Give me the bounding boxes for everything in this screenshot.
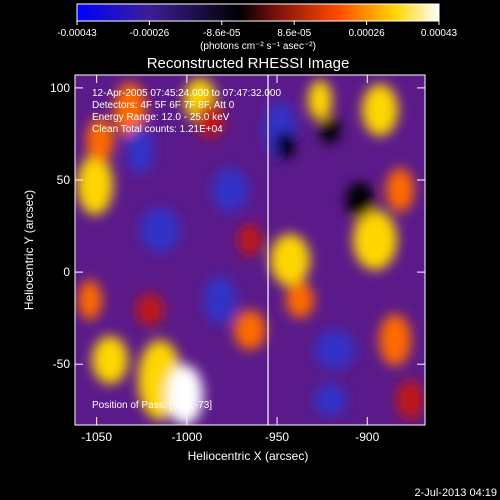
x-axis-label: Heliocentric X (arcsec) <box>188 449 309 463</box>
heatmap-blob <box>234 310 266 350</box>
heatmap-blob <box>212 168 248 212</box>
colorbar-tick-label: 8.6e-05 <box>277 28 311 39</box>
heatmap-blob <box>196 102 224 138</box>
annotation-line: Clean Total counts: 1.21E+04 <box>92 124 223 135</box>
chart-title: Reconstructed RHESSI Image <box>147 55 350 72</box>
y-axis-label: Heliocentric Y (arcsec) <box>22 190 36 310</box>
x-tick-label: -1000 <box>172 430 203 444</box>
heatmap-blob <box>136 294 164 326</box>
heatmap-blob <box>315 330 355 370</box>
heatmap-blob <box>362 84 398 136</box>
y-axis-ticks: -50 0 50 100 <box>50 81 425 371</box>
heatmap-blob <box>77 155 113 215</box>
heatmap-blob <box>320 116 340 144</box>
heatmap-blob <box>346 182 374 218</box>
plot-frame <box>74 74 426 426</box>
colorbar-tick-label: -0.00043 <box>57 28 97 39</box>
heatmap-blob <box>238 224 262 256</box>
annotation-line: Detectors: 4F 5F 6F 7F 8F, Att 0 <box>92 100 235 111</box>
colorbar-tick-label: 0.00026 <box>349 28 386 39</box>
x-tick-label: -950 <box>265 430 289 444</box>
heatmap-blob <box>86 118 114 162</box>
annotation-line: Energy Range: 12.0 - 25.0 keV <box>92 112 230 123</box>
annotation-line: 12-Apr-2005 07:45:24.000 to 07:47:32.000 <box>92 88 281 99</box>
heatmap-blob <box>286 282 314 318</box>
heatmap-blob <box>353 210 397 270</box>
heatmap-blob <box>275 131 295 159</box>
heatmap-blob <box>114 82 146 138</box>
x-axis-ticks: -1050 -1000 -950 -900 <box>81 75 380 444</box>
x-tick-label: -1050 <box>81 430 112 444</box>
colorbar-tick-label: 0.00043 <box>421 28 458 39</box>
heatmap-blob <box>270 234 310 286</box>
heatmap-blob <box>396 380 424 420</box>
y-tick-label: 0 <box>63 265 70 279</box>
heatmap-blob <box>92 336 128 384</box>
colorbar-tick-label: -8.6e-05 <box>203 28 241 39</box>
colorbar-tick-label: -0.00026 <box>130 28 170 39</box>
position-label: Position of Pass: [-994,-73] <box>92 400 212 411</box>
heatmap <box>75 75 425 425</box>
heatmap-blob <box>386 168 414 212</box>
heatmap-blob <box>379 314 411 366</box>
heatmap-blob <box>314 384 346 416</box>
heatmap-blob <box>308 80 332 120</box>
heatmap-blob <box>140 208 180 252</box>
heatmap-blob <box>78 280 102 320</box>
colorbar-ticks: -0.00043 -0.00026 -8.6e-05 8.6e-05 0.00026 0.… <box>57 21 458 39</box>
y-tick-label: 100 <box>50 81 70 95</box>
colorbar-units: (photons cm⁻² s⁻¹ asec⁻²) <box>200 41 316 52</box>
y-tick-label: 50 <box>57 173 71 187</box>
x-tick-label: -900 <box>355 430 379 444</box>
y-tick-label: -50 <box>53 357 71 371</box>
heatmap-blob <box>126 126 154 174</box>
colorbar <box>76 3 440 22</box>
heatmap-blob <box>204 276 236 324</box>
footer-date: 2-Jul-2013 04:19 <box>414 487 497 499</box>
heatmap-blob <box>167 365 203 425</box>
annotations: 12-Apr-2005 07:45:24.000 to 07:47:32.000… <box>92 88 281 135</box>
